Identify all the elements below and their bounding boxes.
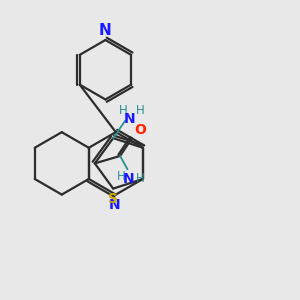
Text: N: N	[124, 112, 135, 126]
Text: H: H	[136, 172, 145, 185]
Text: H: H	[119, 104, 128, 117]
Text: H: H	[116, 170, 125, 183]
Text: O: O	[134, 123, 146, 136]
Text: N: N	[99, 23, 112, 38]
Text: S: S	[108, 192, 118, 206]
Text: H: H	[136, 104, 145, 117]
Text: N: N	[123, 172, 135, 186]
Text: N: N	[109, 198, 120, 212]
